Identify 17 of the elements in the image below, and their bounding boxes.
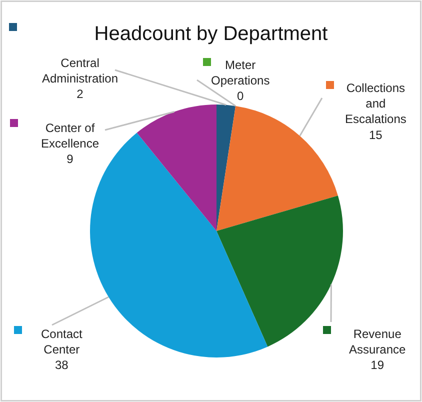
pie-slice xyxy=(216,104,236,231)
data-label: 9 xyxy=(66,152,74,166)
text: 0 xyxy=(237,89,244,104)
data-label: 38 xyxy=(55,358,69,372)
legend-label: Center of Excellence xyxy=(41,121,100,151)
legend-label: Revenue Assurance xyxy=(349,327,406,357)
legend-label: Contact Center xyxy=(41,327,84,357)
pie-slice xyxy=(216,106,338,231)
legend-label: Collections and Escalations xyxy=(345,81,406,126)
chart-title: Headcount by Department xyxy=(94,23,328,45)
data-label: 2 xyxy=(76,87,84,102)
data-label: 19 xyxy=(370,358,384,372)
data-label: 15 xyxy=(369,128,383,142)
pie-slice xyxy=(136,104,216,231)
pie-slice xyxy=(216,196,343,347)
legend-label: Meter Operations xyxy=(211,58,270,88)
slice-label: Central Administration xyxy=(42,56,118,86)
